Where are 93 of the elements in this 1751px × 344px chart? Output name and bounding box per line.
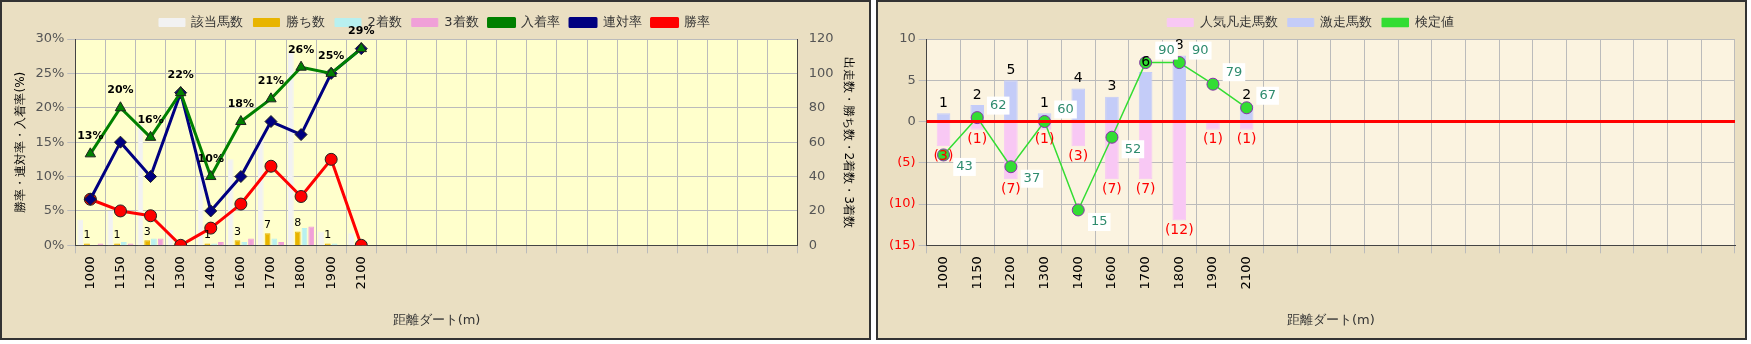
data-label: 8 — [294, 215, 302, 229]
x-tick-label: 1150 — [968, 256, 984, 290]
legend-label: 勝ち数 — [285, 13, 325, 29]
data-label: (1) — [1203, 130, 1223, 147]
y-tick-label: 0% — [43, 236, 65, 252]
x-axis-title: 距離ダート(m) — [392, 311, 481, 327]
data-label: 60 — [1057, 100, 1074, 116]
data-label: 26% — [287, 42, 315, 56]
y-tick-label: 10% — [35, 167, 65, 183]
data-label: 52 — [1124, 140, 1142, 156]
data-label: 3 — [233, 224, 241, 238]
y-tick-label: (15) — [889, 236, 916, 252]
data-label: 3 — [143, 224, 151, 238]
y-tick-label: 5% — [43, 202, 65, 218]
x-tick-label: 1300 — [1035, 256, 1051, 290]
data-label: 37 — [1023, 170, 1041, 186]
y2-tick-label: 60 — [808, 133, 826, 149]
x-tick-label: 1700 — [262, 256, 278, 290]
x-tick-label: 1000 — [934, 256, 950, 290]
data-label: 18% — [227, 96, 255, 110]
x-tick-label: 2100 — [352, 256, 368, 290]
x-tick-label: 1400 — [1069, 256, 1085, 290]
x-tick-label: 1200 — [1002, 256, 1018, 290]
x-tick-label: 1600 — [1103, 256, 1119, 290]
data-label: (7) — [1135, 179, 1156, 196]
y2-tick-label: 120 — [808, 30, 834, 46]
x-tick-label: 1000 — [81, 256, 97, 290]
data-label: 7 — [264, 217, 272, 231]
y-tick-label: (10) — [889, 195, 916, 211]
x-tick-label: 1600 — [232, 256, 248, 290]
legend-label: 人気凡走馬数 — [1199, 13, 1278, 29]
y-tick-label: 15% — [35, 133, 65, 149]
legend-label: 激走馬数 — [1320, 13, 1373, 29]
data-label: 90 — [1192, 41, 1209, 57]
data-label: 15 — [1090, 213, 1108, 229]
legend-label: 勝率 — [684, 13, 711, 29]
x-tick-label: 1700 — [1136, 256, 1152, 290]
x-tick-label: 1800 — [1170, 256, 1186, 290]
y-tick-label: 5 — [907, 71, 916, 87]
data-label: 1 — [113, 227, 121, 241]
data-label: 2 — [1242, 85, 1252, 102]
data-label: 4 — [1073, 69, 1083, 86]
y2-tick-label: 0 — [808, 236, 818, 252]
data-label: (3) — [1068, 146, 1089, 163]
legend-label: 3着数 — [444, 13, 479, 29]
x-tick-label: 1300 — [172, 256, 188, 290]
x-tick-label: 1900 — [1204, 256, 1220, 290]
data-label: (7) — [1000, 179, 1021, 196]
legend-label: 入着率 — [521, 13, 561, 29]
y-tick-label: 10 — [899, 30, 916, 46]
data-label: 20% — [107, 83, 134, 97]
y-tick-label: (5) — [897, 154, 916, 170]
data-label: 79 — [1225, 63, 1243, 79]
data-label: (1) — [967, 130, 988, 147]
x-tick-label: 1900 — [322, 256, 338, 290]
data-label: 1 — [939, 93, 948, 110]
data-label: 1 — [83, 227, 91, 241]
data-label: 1 — [1040, 93, 1050, 110]
x-tick-label: 1800 — [292, 256, 308, 290]
data-label: (7) — [1102, 179, 1122, 196]
x-axis-title: 距離ダート(m) — [1286, 311, 1375, 327]
data-label: 1 — [324, 227, 332, 241]
y-axis-title: 勝率・連対率・入着率(%) — [13, 71, 28, 213]
legend-label: 該当馬数 — [191, 13, 244, 29]
data-label: 6 — [1141, 52, 1151, 69]
y-tick-label: 30% — [35, 30, 65, 46]
data-label: 21% — [257, 74, 285, 88]
data-label: 25% — [318, 48, 345, 62]
data-label: 1 — [203, 227, 211, 241]
data-label: 43 — [956, 158, 973, 174]
x-tick-label: 1150 — [111, 256, 127, 290]
y-tick-label: 20% — [35, 99, 65, 115]
data-label: (12) — [1164, 221, 1194, 238]
y2-tick-label: 40 — [808, 167, 826, 183]
data-label: 62 — [989, 96, 1007, 112]
y-tick-label: 25% — [35, 64, 65, 80]
x-tick-label: 1400 — [202, 256, 218, 290]
data-label: 3 — [1107, 77, 1117, 94]
data-label: 67 — [1259, 87, 1276, 103]
x-tick-label: 1200 — [141, 256, 157, 290]
y-tick-label: 0 — [907, 112, 916, 128]
y2-axis-title: 出走数・勝ち数・2着数・3着数 — [841, 56, 856, 228]
data-label: 22% — [167, 68, 194, 81]
data-label: 90 — [1158, 41, 1175, 57]
y2-tick-label: 100 — [808, 64, 834, 80]
legend-label: 連対率 — [602, 13, 642, 29]
x-tick-label: 2100 — [1238, 256, 1254, 290]
y2-tick-label: 20 — [808, 202, 826, 218]
data-label: (1) — [1236, 130, 1257, 147]
y2-tick-label: 80 — [808, 99, 826, 115]
data-label: 2 — [972, 85, 982, 102]
legend-label: 検定値 — [1414, 13, 1454, 29]
data-label: 5 — [1006, 60, 1016, 77]
